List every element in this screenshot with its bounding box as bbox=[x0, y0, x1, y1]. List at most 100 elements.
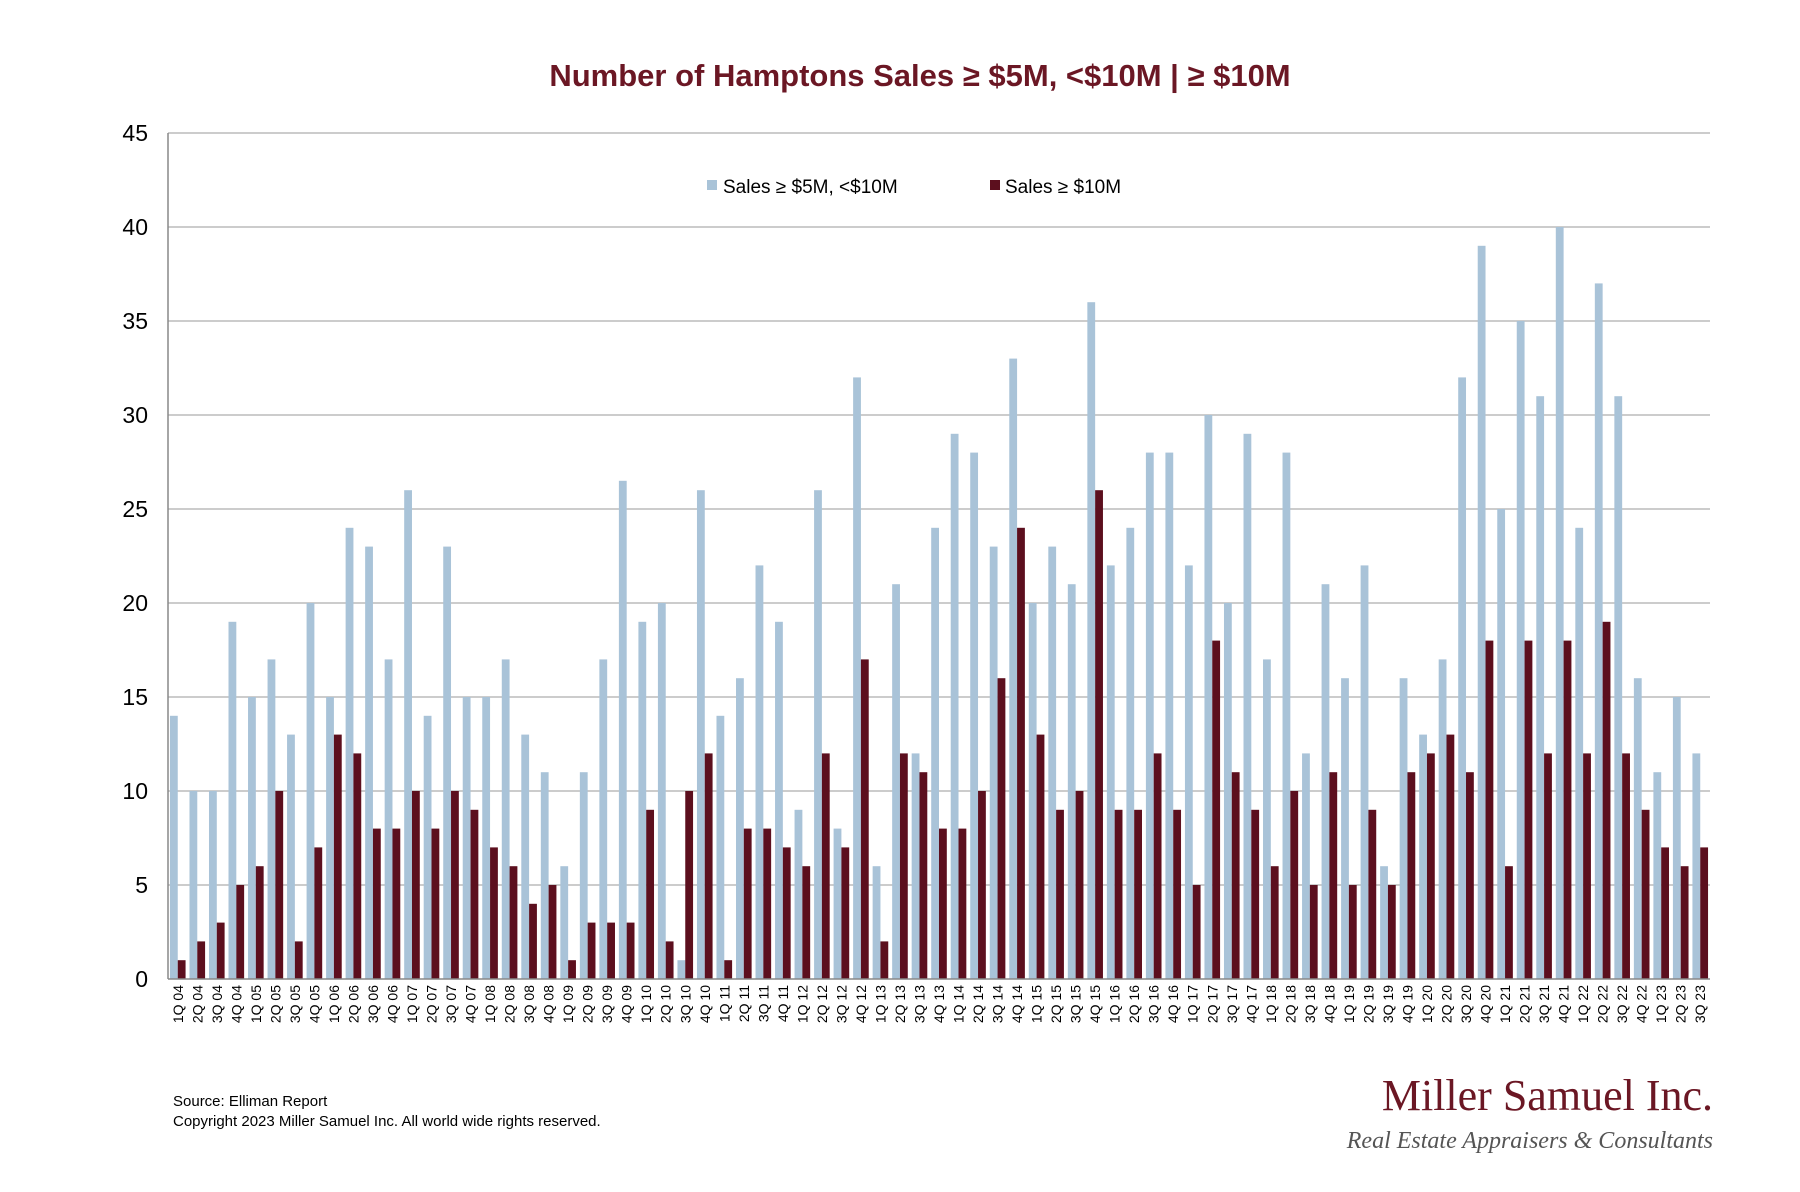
x-tick-label: 2Q 18 bbox=[1282, 985, 1298, 1023]
bar-sales-10m-plus bbox=[548, 885, 557, 979]
bar-sales-10m-plus bbox=[333, 734, 342, 979]
x-tick-label: 3Q 05 bbox=[287, 985, 303, 1023]
bar-sales-5m-10m bbox=[462, 697, 471, 979]
bar-sales-10m-plus bbox=[1153, 753, 1162, 979]
bar-sales-10m-plus bbox=[197, 941, 206, 979]
source-note: Source: Elliman Report bbox=[173, 1093, 328, 1110]
bar-sales-10m-plus bbox=[1680, 866, 1689, 979]
x-tick-label: 4Q 22 bbox=[1634, 985, 1650, 1023]
x-tick-label: 3Q 18 bbox=[1302, 985, 1318, 1023]
bar-sales-5m-10m bbox=[755, 565, 764, 979]
x-tick-label: 1Q 13 bbox=[872, 985, 888, 1023]
x-tick-label: 1Q 14 bbox=[951, 985, 967, 1023]
x-tick-label: 1Q 17 bbox=[1185, 985, 1201, 1023]
y-tick-label: 40 bbox=[122, 214, 148, 240]
bar-sales-5m-10m bbox=[1341, 678, 1349, 979]
bar-sales-5m-10m bbox=[657, 603, 666, 979]
bar-sales-5m-10m bbox=[1672, 697, 1681, 979]
y-tick-label: 15 bbox=[122, 684, 148, 710]
legend-swatch-big bbox=[990, 180, 1000, 190]
x-tick-label: 3Q 09 bbox=[599, 985, 615, 1023]
bar-sales-10m-plus bbox=[1309, 885, 1318, 979]
bar-sales-5m-10m bbox=[560, 866, 569, 979]
x-tick-label: 4Q 21 bbox=[1556, 985, 1572, 1023]
bar-sales-5m-10m bbox=[911, 753, 920, 979]
bar-sales-10m-plus bbox=[958, 828, 967, 979]
bar-sales-10m-plus bbox=[392, 828, 401, 979]
x-tick-label: 3Q 04 bbox=[209, 985, 225, 1023]
bar-sales-5m-10m bbox=[1653, 772, 1662, 979]
x-tick-label: 2Q 22 bbox=[1595, 985, 1611, 1023]
bar-sales-5m-10m bbox=[1184, 565, 1193, 979]
bar-sales-10m-plus bbox=[1114, 809, 1123, 979]
x-tick-label: 1Q 12 bbox=[794, 985, 810, 1023]
bar-sales-5m-10m bbox=[326, 697, 334, 979]
legend: Sales ≥ $5M, <$10M Sales ≥ $10M bbox=[707, 177, 1121, 198]
bar-sales-10m-plus bbox=[431, 828, 440, 979]
x-tick-label: 1Q 20 bbox=[1419, 985, 1435, 1023]
bar-sales-5m-10m bbox=[1614, 396, 1623, 979]
bar-sales-10m-plus bbox=[255, 866, 264, 979]
bar-sales-10m-plus bbox=[1368, 809, 1377, 979]
bar-sales-5m-10m bbox=[1360, 565, 1369, 979]
bar-sales-10m-plus bbox=[899, 753, 908, 979]
bar-sales-10m-plus bbox=[1036, 734, 1045, 979]
bar-sales-10m-plus bbox=[1212, 640, 1221, 979]
bar-sales-10m-plus bbox=[1251, 809, 1260, 979]
x-tick-label: 3Q 13 bbox=[911, 985, 927, 1023]
bar-sales-10m-plus bbox=[587, 922, 596, 979]
x-tick-label: 2Q 05 bbox=[267, 985, 283, 1023]
bar-sales-5m-10m bbox=[287, 734, 295, 979]
bar-sales-10m-plus bbox=[1329, 772, 1338, 979]
bar-sales-10m-plus bbox=[1270, 866, 1279, 979]
bar-sales-5m-10m bbox=[970, 452, 979, 980]
x-tick-label: 1Q 07 bbox=[404, 985, 420, 1023]
bar-sales-10m-plus bbox=[841, 847, 850, 979]
brand-tagline: Real Estate Appraisers & Consultants bbox=[1346, 1128, 1713, 1154]
bar-sales-5m-10m bbox=[267, 659, 276, 979]
bar-sales-10m-plus bbox=[314, 847, 323, 979]
legend-swatch-small bbox=[707, 180, 717, 190]
bar-sales-5m-10m bbox=[579, 772, 588, 979]
x-tick-label: 1Q 21 bbox=[1497, 985, 1513, 1023]
bar-sales-5m-10m bbox=[1282, 452, 1291, 980]
bar-sales-10m-plus bbox=[1641, 809, 1650, 979]
bar-sales-10m-plus bbox=[646, 809, 655, 979]
bar-sales-5m-10m bbox=[1204, 415, 1213, 979]
bar-sales-5m-10m bbox=[618, 480, 627, 979]
bar-sales-5m-10m bbox=[599, 659, 608, 979]
bar-sales-10m-plus bbox=[802, 866, 811, 979]
bar-sales-5m-10m bbox=[208, 791, 217, 979]
bar-sales-5m-10m bbox=[1477, 245, 1486, 980]
bar-sales-10m-plus bbox=[353, 753, 362, 979]
bar-sales-5m-10m bbox=[716, 715, 725, 979]
bar-sales-5m-10m bbox=[892, 584, 900, 979]
bar-sales-10m-plus bbox=[880, 941, 889, 979]
x-tick-label: 1Q 11 bbox=[716, 985, 732, 1022]
bar-sales-10m-plus bbox=[1407, 772, 1416, 979]
bar-sales-5m-10m bbox=[1692, 753, 1701, 979]
bar-sales-10m-plus bbox=[1348, 885, 1357, 979]
x-tick-label: 3Q 15 bbox=[1068, 985, 1084, 1023]
bar-sales-5m-10m bbox=[1633, 678, 1642, 979]
bar-sales-10m-plus bbox=[939, 828, 947, 979]
bar-sales-10m-plus bbox=[568, 960, 576, 979]
x-tick-label: 1Q 06 bbox=[326, 985, 342, 1023]
bar-sales-10m-plus bbox=[1485, 640, 1494, 979]
bar-sales-10m-plus bbox=[1622, 753, 1630, 979]
x-tick-label: 3Q 14 bbox=[990, 985, 1006, 1023]
x-tick-label: 3Q 20 bbox=[1458, 985, 1474, 1023]
x-tick-label: 4Q 18 bbox=[1321, 985, 1337, 1023]
bar-sales-5m-10m bbox=[521, 734, 530, 979]
bar-sales-5m-10m bbox=[345, 527, 354, 979]
bar-sales-5m-10m bbox=[248, 697, 256, 979]
x-tick-label: 2Q 17 bbox=[1204, 985, 1220, 1023]
bar-sales-10m-plus bbox=[860, 659, 869, 979]
bar-sales-10m-plus bbox=[372, 828, 381, 979]
x-tick-label: 3Q 22 bbox=[1614, 985, 1630, 1023]
bar-sales-10m-plus bbox=[1017, 527, 1025, 979]
bar-sales-10m-plus bbox=[1583, 753, 1591, 979]
x-tick-label: 4Q 09 bbox=[619, 985, 635, 1023]
x-tick-label: 2Q 12 bbox=[814, 985, 830, 1023]
